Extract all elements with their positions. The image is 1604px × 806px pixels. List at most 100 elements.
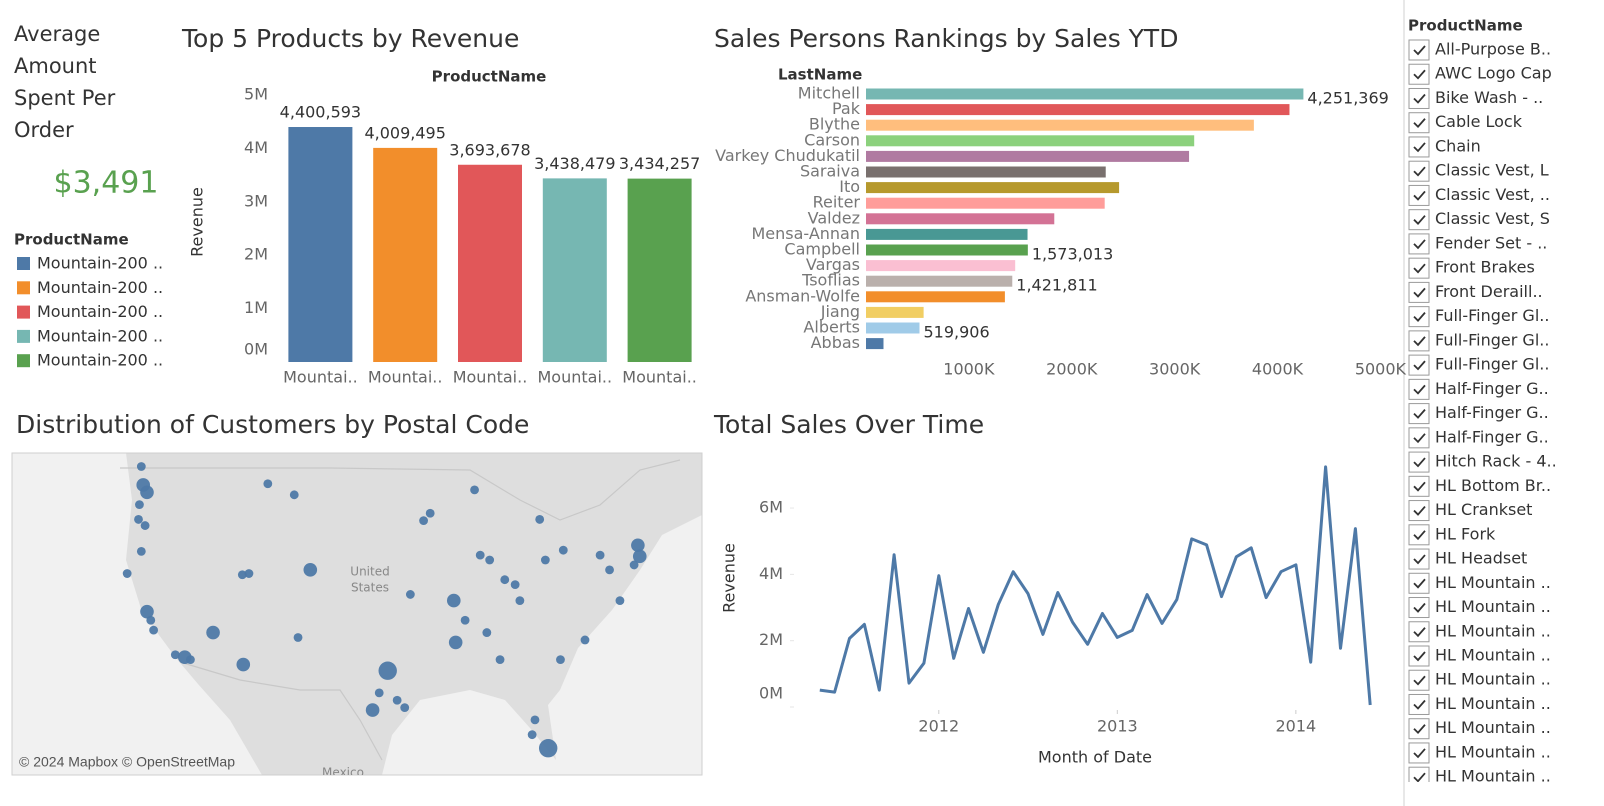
checkbox[interactable] bbox=[1408, 766, 1430, 787]
x-tick-label: Mountai.. bbox=[453, 368, 528, 387]
y-tick-label: Valdez bbox=[808, 208, 860, 227]
checkbox[interactable] bbox=[1408, 330, 1430, 352]
filter-item[interactable]: Half-Finger G.. bbox=[1435, 379, 1549, 398]
check-mark bbox=[1413, 263, 1426, 274]
check-mark bbox=[1413, 602, 1426, 613]
filter-item[interactable]: HL Mountain .. bbox=[1435, 694, 1551, 713]
bar bbox=[866, 260, 1016, 272]
check-mark bbox=[1413, 142, 1426, 153]
filter-item[interactable]: Half-Finger G.. bbox=[1435, 403, 1549, 422]
y-tick-label: 5M bbox=[244, 85, 268, 104]
filter-item[interactable]: Full-Finger Gl.. bbox=[1435, 355, 1549, 374]
bar bbox=[866, 275, 1013, 287]
checkbox[interactable] bbox=[1408, 39, 1430, 61]
checkbox[interactable] bbox=[1408, 209, 1430, 231]
filter-item[interactable]: Front Deraill.. bbox=[1435, 282, 1543, 301]
checkbox[interactable] bbox=[1408, 693, 1430, 715]
customer-point bbox=[419, 516, 428, 526]
filter-item[interactable]: AWC Logo Cap bbox=[1435, 64, 1552, 83]
x-tick-label: 1000K bbox=[943, 360, 995, 379]
checkbox[interactable] bbox=[1408, 87, 1430, 109]
filter-item[interactable]: HL Mountain .. bbox=[1435, 646, 1551, 665]
checkbox[interactable] bbox=[1408, 742, 1430, 764]
checkbox[interactable] bbox=[1408, 500, 1430, 522]
border bbox=[120, 459, 681, 521]
bar bbox=[866, 306, 924, 318]
checkbox[interactable] bbox=[1408, 403, 1430, 425]
filter-item[interactable]: Full-Finger Gl.. bbox=[1435, 306, 1549, 325]
checkbox[interactable] bbox=[1408, 548, 1430, 570]
check-mark bbox=[1413, 724, 1426, 735]
checkbox[interactable] bbox=[1408, 378, 1430, 400]
checkbox[interactable] bbox=[1408, 184, 1430, 206]
x-tick-label: 5000K bbox=[1355, 360, 1407, 379]
filter-item[interactable]: HL Mountain .. bbox=[1435, 742, 1551, 761]
customer-point bbox=[136, 462, 146, 471]
checkbox[interactable] bbox=[1408, 281, 1430, 303]
checkbox[interactable] bbox=[1408, 354, 1430, 376]
check-mark bbox=[1413, 578, 1426, 589]
filter-item[interactable]: HL Mountain .. bbox=[1435, 573, 1551, 592]
filter-item[interactable]: HL Mountain .. bbox=[1435, 718, 1551, 737]
checkbox[interactable] bbox=[1408, 718, 1430, 740]
checkbox[interactable] bbox=[1408, 621, 1430, 643]
filter-item[interactable]: Half-Finger G.. bbox=[1435, 427, 1549, 446]
filter-item[interactable]: Classic Vest, .. bbox=[1435, 185, 1550, 204]
filter-item[interactable]: Bike Wash - .. bbox=[1435, 88, 1543, 107]
filter-item[interactable]: HL Mountain .. bbox=[1435, 767, 1551, 786]
customer-point bbox=[632, 549, 647, 564]
filter-item[interactable]: Classic Vest, S bbox=[1435, 209, 1550, 228]
filter-item[interactable]: HL Bottom Br.. bbox=[1435, 476, 1551, 495]
filter-item[interactable]: HL Mountain .. bbox=[1435, 621, 1551, 640]
y-tick-label: Mensa-Annan bbox=[751, 224, 860, 243]
filter-item[interactable]: Chain bbox=[1435, 136, 1481, 155]
checkbox[interactable] bbox=[1408, 257, 1430, 279]
filter-item[interactable]: All-Purpose B.. bbox=[1435, 40, 1551, 59]
filter-item[interactable]: HL Mountain .. bbox=[1435, 597, 1551, 616]
checkbox[interactable] bbox=[1408, 112, 1430, 134]
ocean bbox=[382, 515, 702, 775]
customer-point bbox=[446, 593, 461, 608]
checkbox[interactable] bbox=[1408, 451, 1430, 473]
checkbox[interactable] bbox=[1408, 475, 1430, 497]
bar bbox=[866, 322, 920, 334]
checkbox[interactable] bbox=[1408, 136, 1430, 158]
checkbox[interactable] bbox=[1408, 160, 1430, 182]
customer-point bbox=[293, 633, 303, 642]
filter-item[interactable]: Classic Vest, L bbox=[1435, 161, 1549, 180]
checkbox[interactable] bbox=[1408, 306, 1430, 328]
checkbox[interactable] bbox=[1408, 524, 1430, 546]
checkbox[interactable] bbox=[1408, 233, 1430, 255]
filter-item[interactable]: Hitch Rack - 4.. bbox=[1435, 452, 1557, 471]
customer-point bbox=[425, 508, 435, 518]
chart-title: Distribution of Customers by Postal Code bbox=[16, 410, 529, 439]
filter-item[interactable]: Full-Finger Gl.. bbox=[1435, 330, 1549, 349]
filter-item[interactable]: Cable Lock bbox=[1435, 112, 1523, 131]
bar bbox=[866, 228, 1028, 240]
customer-point bbox=[495, 655, 505, 665]
value-label: 1,421,811 bbox=[1016, 276, 1097, 295]
filter-item[interactable]: HL Headset bbox=[1435, 549, 1527, 568]
y-tick-label: Abbas bbox=[811, 333, 860, 352]
check-mark bbox=[1413, 215, 1426, 225]
checkbox[interactable] bbox=[1408, 597, 1430, 619]
checkbox[interactable] bbox=[1408, 669, 1430, 691]
customer-point bbox=[303, 563, 318, 577]
checkbox[interactable] bbox=[1408, 427, 1430, 449]
checkbox[interactable] bbox=[1408, 645, 1430, 667]
check-mark bbox=[1413, 287, 1426, 298]
check-mark bbox=[1413, 360, 1426, 371]
y-tick-label: Vargas bbox=[806, 255, 860, 274]
filter-item[interactable]: HL Fork bbox=[1435, 524, 1496, 543]
y-tick-label: Blythe bbox=[809, 115, 860, 134]
value-label: 3,438,479 bbox=[534, 154, 615, 173]
filter-item[interactable]: HL Mountain .. bbox=[1435, 670, 1551, 689]
filter-item[interactable]: HL Crankset bbox=[1435, 500, 1532, 519]
checkbox[interactable] bbox=[1408, 572, 1430, 594]
filter-item[interactable]: Front Brakes bbox=[1435, 258, 1535, 277]
check-mark bbox=[1413, 384, 1426, 395]
customer-point bbox=[530, 715, 540, 725]
checkbox[interactable] bbox=[1408, 63, 1430, 85]
filter-item[interactable]: Fender Set - .. bbox=[1435, 233, 1547, 252]
